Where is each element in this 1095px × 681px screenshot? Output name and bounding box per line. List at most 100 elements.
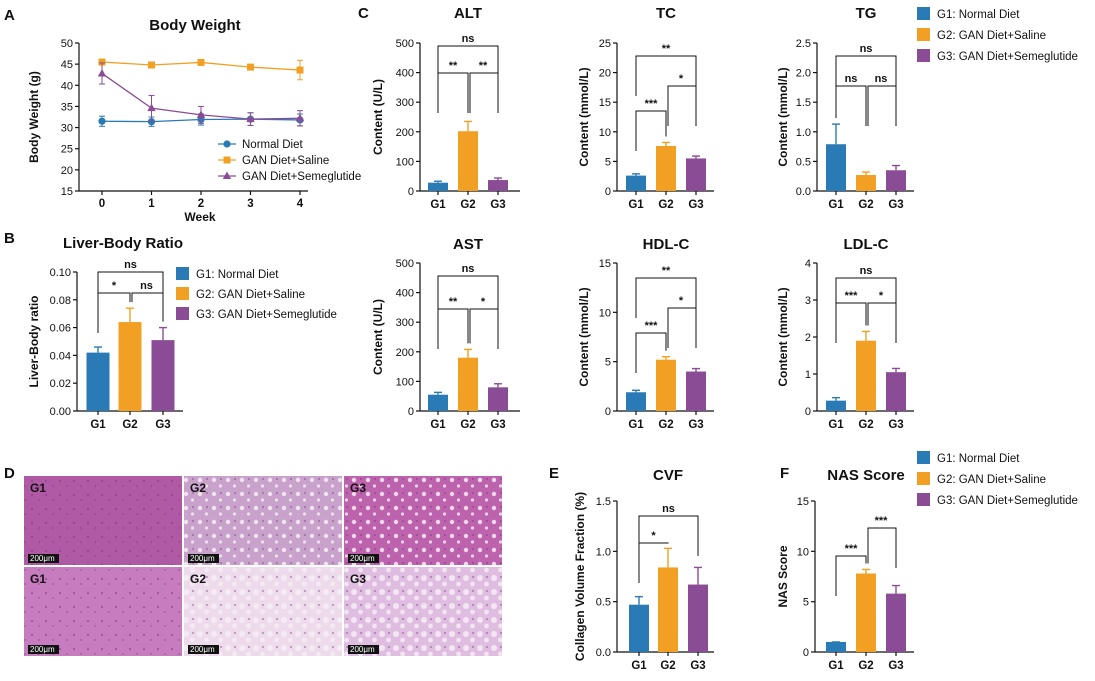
body-weight-xlabel: Week [184,210,215,224]
tg-ytick-label: 2.0 [796,68,811,80]
hdl-c-ytick-label: 5 [605,357,611,369]
alt-xtick-label: G1 [430,199,446,211]
nas-score-bracket [835,555,867,596]
liver-body-ratio-significance: ns [140,280,153,292]
nas-score-ytick-label: 0 [803,647,809,659]
hdl-c-ytick-label: 0 [605,406,611,418]
ast-title: AST [453,236,483,253]
nas-score-bar-G2 [856,573,876,652]
body-weight-title: Body Weight [149,17,240,34]
ast-significance: * [481,296,486,308]
hdl-c-title: HDL-C [643,236,690,253]
tc-bracket [635,55,697,96]
alt-ytick-label: 0 [408,186,414,198]
liver-body-ratio-ytick-label: 0.10 [50,267,71,279]
liver-body-ratio-ytick-label: 0.06 [50,323,71,335]
ldl-c-ytick-label: 3 [805,295,811,307]
cvf-bar-G2 [658,567,678,652]
ast-ytick-label: 400 [396,288,414,300]
body-weight-ylabel: Body Weight (g) [27,71,41,163]
liver-body-ratio-ytick-label: 0.04 [50,350,71,362]
legend-swatch-G1 [917,7,930,20]
panel-letter-E: E [549,465,559,482]
histology-panel: G1 200μm G2 200μm G3 200μm G1 200μm G2 200μm G3 200… [24,476,502,656]
liver-body-ratio-bracket [131,292,164,322]
scale-bar-label: 200μm [30,554,55,563]
histology-label-G3: G3 [350,572,366,586]
nas-score-significance: *** [845,543,859,555]
ldl-c-significance: * [879,290,884,302]
scale-bar-label: 200μm [190,645,215,654]
liver-body-ratio-xtick-label: G1 [90,419,106,431]
alt-bar-G3 [488,180,508,191]
body-weight-xtick-label: 4 [297,198,304,210]
legend-swatch-G3 [176,307,189,320]
ast-bar-G1 [428,394,448,411]
data-point-G2 [98,58,106,66]
alt-ytick-label: 500 [396,38,414,50]
nas-score-ytick-label: 10 [797,546,809,558]
data-point-G3 [246,114,255,123]
tc-significance: ** [662,43,671,55]
legend-label-G2: G2: GAN Diet+Saline [937,30,1046,42]
liver-body-ratio-bar-G1 [86,352,110,411]
data-point-G2 [197,58,205,66]
histology-image-G1 [24,567,182,656]
alt-ytick-label: 300 [396,97,414,109]
legend-marker-G1 [223,140,231,148]
hdl-c-xtick-label: G3 [688,419,703,431]
ldl-c-ytick-label: 4 [805,258,811,270]
liver-body-ratio-panel: Liver-Body Ratio Liver-Body ratio 0.00 0.02… [27,235,183,431]
liver-body-ratio-title: Liver-Body Ratio [63,235,183,252]
legend-swatch-G3 [917,49,930,62]
tc-xtick-label: G1 [628,199,644,211]
legend-label-G1: G1: Normal Diet [196,269,279,281]
scale-bar-box [348,645,379,654]
ldl-c-bar-G3 [886,372,906,411]
tg-ytick-label: 1.5 [796,97,811,109]
body-weight-ytick-label: 50 [61,38,73,50]
ldl-c-bracket [835,302,867,343]
ast-ytick-label: 300 [396,317,414,329]
data-point-G1 [147,118,156,126]
tc-bracket [635,110,667,151]
tc-significance: * [679,73,684,85]
scale-bar-label: 200μm [350,645,375,654]
tg-xtick-label: G2 [858,199,873,211]
cvf-bar-G1 [629,604,649,652]
ldl-c-xtick-label: G1 [828,419,844,431]
tc-ytick-label: 15 [599,97,611,109]
liver-body-ratio-bar-G3 [151,340,175,411]
tc-bar-G1 [626,175,646,191]
histology-label-G2: G2 [190,572,206,586]
ast-xtick-label: G3 [490,419,505,431]
group-legend-B: G1: Normal Diet G2: GAN Diet+Saline G3: GA… [176,267,337,321]
ldl-c-xtick-label: G2 [858,419,873,431]
alt-bracket [437,45,499,86]
cvf-xtick-label: G1 [631,660,647,672]
body-weight-ytick-label: 40 [61,80,73,92]
nas-score-xtick-label: G2 [858,660,873,672]
cvf-ytick-label: 1.0 [596,546,611,558]
body-weight-xtick-label: 0 [99,198,105,210]
data-point-G3 [97,68,107,77]
alt-bar-G2 [458,131,478,191]
data-point-G2 [247,63,254,71]
liver-body-ratio-xtick-label: G3 [155,419,170,431]
legend-label-G3: G3: GAN Diet+Semeglutide [937,51,1078,63]
tg-bracket [835,85,867,126]
cvf-ytick-label: 0.0 [596,647,611,659]
ast-ytick-label: 200 [396,347,414,359]
legend-marker-G3 [222,171,232,179]
legend-label-G3: G3: GAN Diet+Semeglutide [196,309,337,321]
tc-bracket [667,85,697,126]
panel-letter-F: F [780,465,789,482]
tc-significance: *** [645,98,659,110]
liver-body-ratio-significance: * [112,280,117,292]
tc-ytick-label: 0 [605,186,611,198]
hdl-c-bar-G1 [626,392,646,411]
hdl-c-bracket [667,307,697,348]
ldl-c-ylabel: Content (mmol/L) [776,287,790,386]
